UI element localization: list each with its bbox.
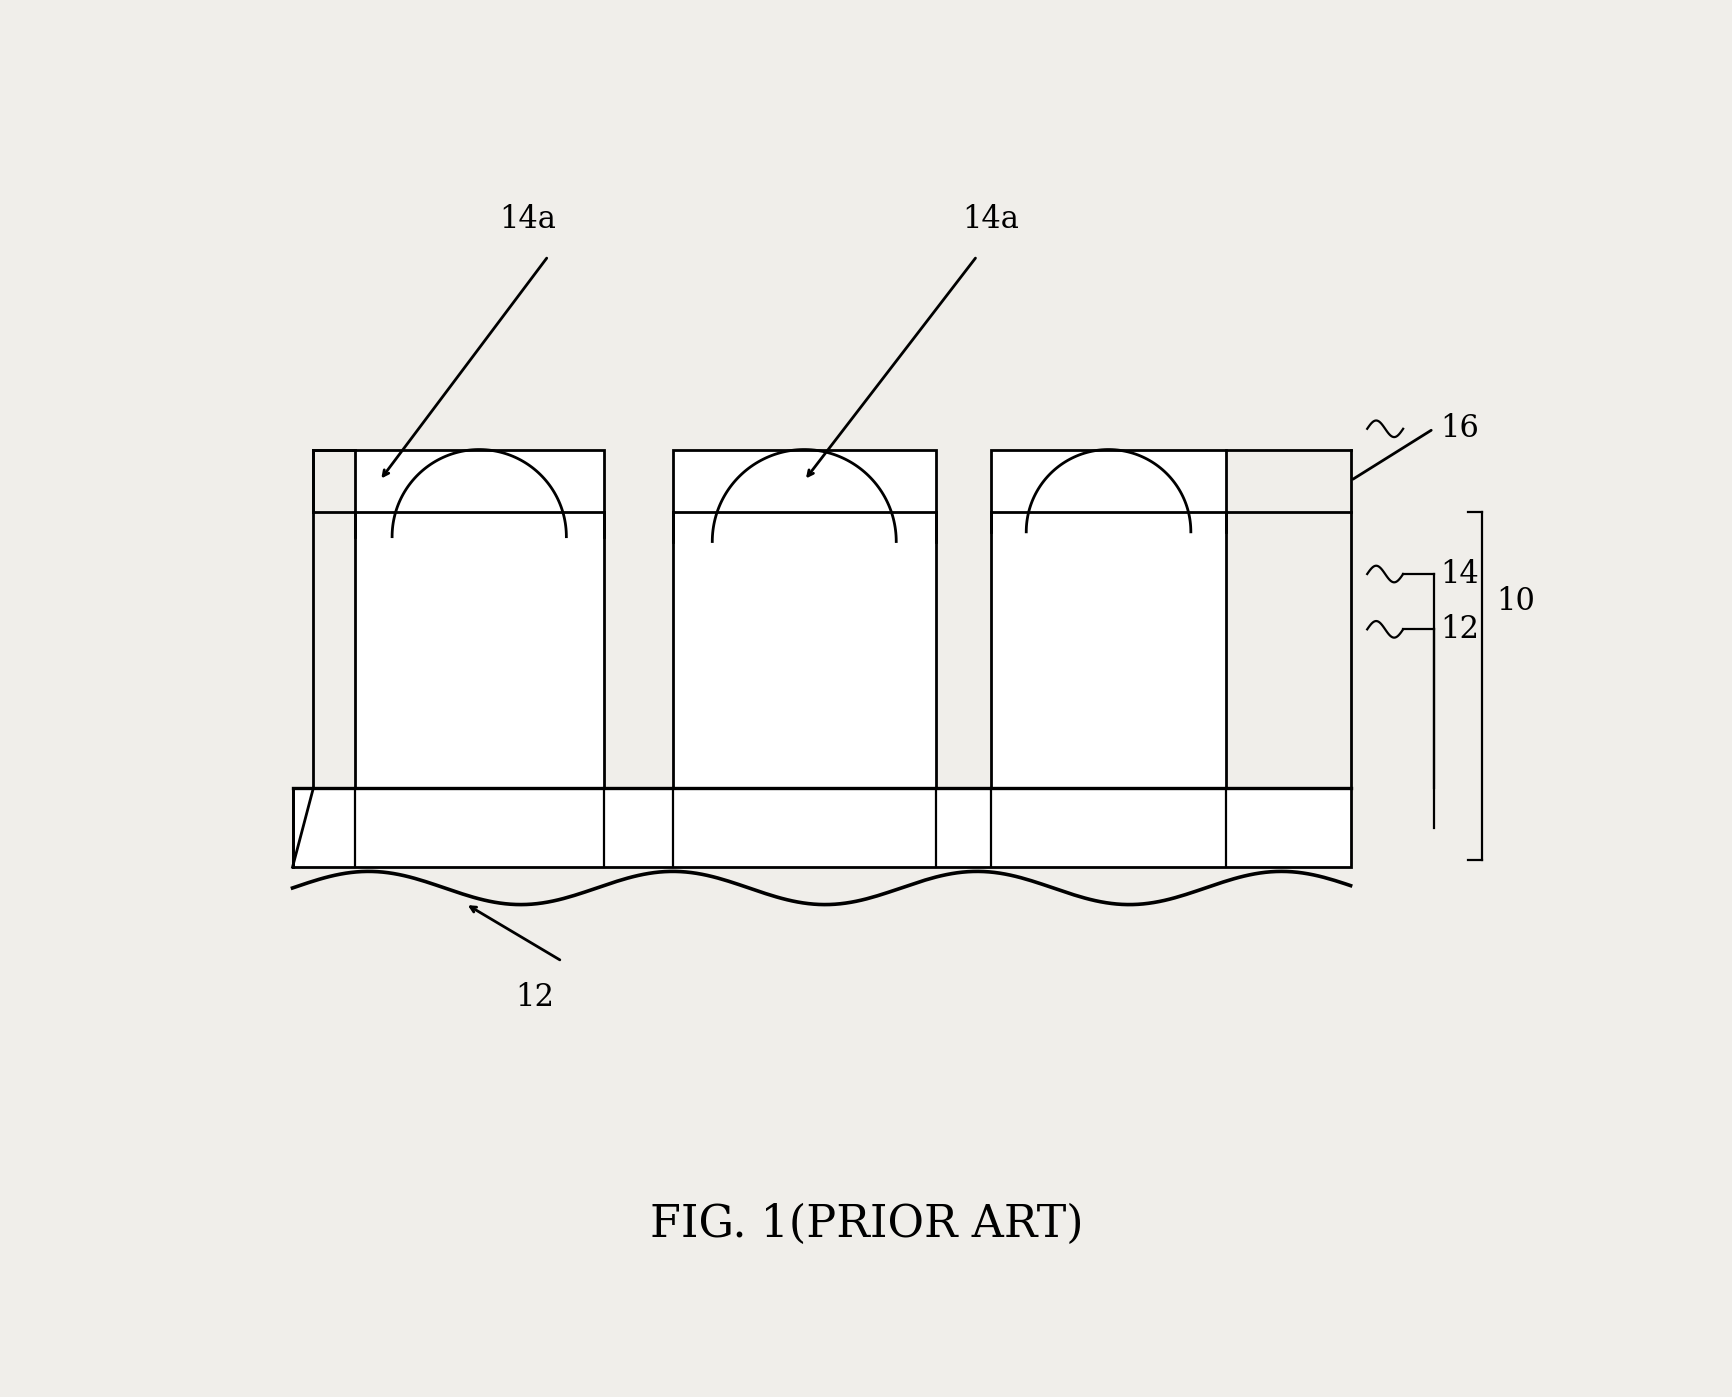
Polygon shape <box>293 788 1349 868</box>
Text: FIG. 1(PRIOR ART): FIG. 1(PRIOR ART) <box>650 1203 1082 1246</box>
Text: 12: 12 <box>1439 613 1479 645</box>
Polygon shape <box>355 450 603 788</box>
Text: 14a: 14a <box>961 204 1018 235</box>
Text: 14: 14 <box>1439 559 1479 590</box>
Polygon shape <box>991 450 1226 788</box>
Text: 10: 10 <box>1495 587 1535 617</box>
Polygon shape <box>672 450 935 788</box>
Text: 12: 12 <box>514 982 554 1013</box>
Text: 14a: 14a <box>499 204 556 235</box>
Text: 16: 16 <box>1439 414 1479 444</box>
